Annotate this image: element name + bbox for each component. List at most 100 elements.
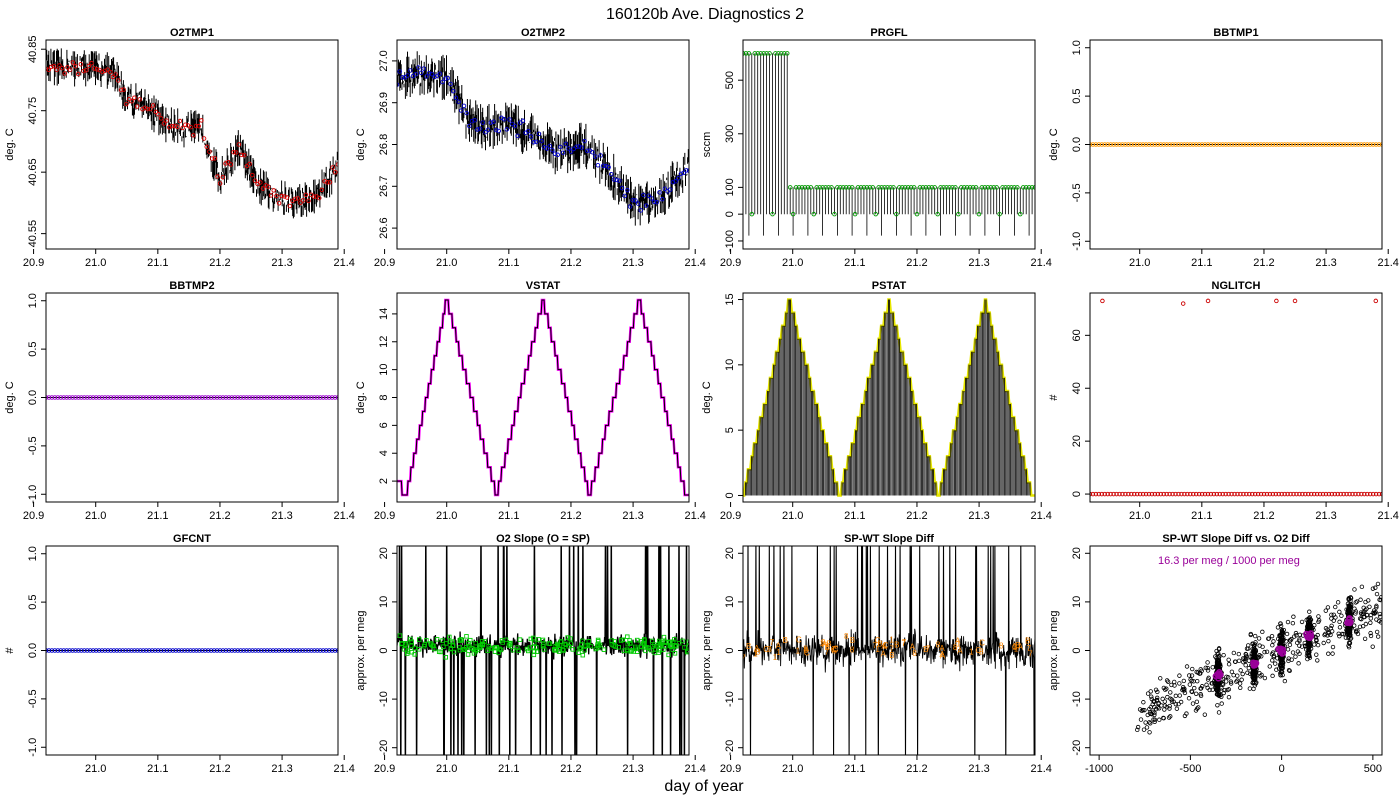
data-point [1374, 603, 1379, 609]
data-point [1229, 491, 1234, 497]
data-point [520, 118, 526, 124]
data-point [1156, 706, 1162, 711]
data-point [1090, 491, 1096, 497]
data-point [291, 648, 297, 653]
data-point [424, 638, 429, 643]
data-point [900, 185, 905, 190]
data-point [93, 648, 99, 653]
data-point [256, 395, 261, 400]
data-point [431, 646, 437, 652]
x-tick-label: 21.0 [436, 763, 457, 775]
data-point [1252, 654, 1258, 660]
data-point [54, 67, 59, 73]
data-point [1217, 142, 1223, 147]
data-point [1255, 142, 1261, 147]
data-point-glitch [1100, 298, 1105, 304]
data-point [568, 149, 574, 154]
data-point [846, 185, 852, 190]
data-point [1330, 644, 1336, 650]
data-point [132, 648, 137, 653]
y-tick-label: 20 [724, 547, 736, 559]
y-tick-label: 0.0 [1071, 137, 1083, 152]
data-point [609, 171, 614, 177]
data-point [447, 634, 452, 640]
data-point [253, 395, 258, 400]
data-point [885, 185, 890, 190]
data-point [284, 195, 290, 200]
data-point [1317, 491, 1323, 497]
data-point [1199, 491, 1205, 497]
data-letter: 1 [956, 639, 961, 648]
data-point [135, 648, 140, 653]
data-point [1108, 491, 1113, 497]
data-point [1294, 491, 1299, 497]
x-tick-label: 21.2 [209, 763, 230, 775]
data-point [319, 187, 325, 193]
data-point [613, 644, 618, 649]
x-tick-label: 21.1 [1191, 510, 1212, 522]
data-point [134, 104, 140, 109]
data-point [120, 648, 125, 653]
data-point [1029, 185, 1035, 190]
data-point [1131, 491, 1137, 497]
fit-point [1306, 634, 1314, 642]
data-point [1102, 491, 1107, 497]
data-point [207, 149, 212, 154]
data-point [451, 88, 456, 94]
data-point [96, 648, 102, 653]
data-point [465, 652, 471, 657]
data-point [1315, 642, 1321, 648]
data-point [667, 187, 673, 192]
data-point [1099, 491, 1105, 497]
data-point [292, 196, 298, 202]
data-point [194, 648, 199, 653]
data-point [1373, 491, 1379, 497]
y-tick-label: 1.0 [1071, 40, 1083, 55]
data-point [566, 146, 571, 151]
data-point [285, 395, 291, 400]
data-point [164, 395, 170, 400]
data-letter: B [755, 648, 760, 657]
data-point [260, 186, 266, 191]
data-point [1173, 701, 1179, 707]
data-point [312, 648, 317, 653]
data-point [1326, 142, 1332, 147]
data-point [574, 144, 579, 150]
data-point [1146, 491, 1152, 497]
data-point [835, 185, 840, 190]
data-point [1015, 185, 1020, 190]
data-point [1286, 667, 1292, 673]
data-point [217, 648, 223, 653]
data-point [843, 185, 849, 190]
data-point [1180, 687, 1185, 693]
y-tick-label: 60 [1071, 329, 1083, 341]
data-point [1180, 684, 1186, 690]
data-point [994, 185, 999, 190]
data-point [203, 395, 208, 400]
data-point [233, 150, 239, 155]
y-axis-label: # [4, 647, 16, 654]
data-point [409, 639, 414, 644]
data-point [1202, 142, 1208, 147]
data-point [1280, 631, 1285, 637]
data-point [625, 634, 630, 639]
data-point [1347, 491, 1352, 497]
data-point [1137, 491, 1143, 497]
data-point [443, 641, 449, 646]
data-point-glitch [1205, 298, 1211, 304]
data-point [956, 211, 961, 217]
data-point [1374, 629, 1380, 635]
data-point [583, 643, 588, 648]
data-point [114, 648, 120, 653]
data-point [528, 134, 534, 139]
y-axis-label: deg. C [4, 128, 16, 160]
data-point [829, 185, 834, 190]
data-point [64, 648, 69, 653]
data-point [944, 185, 949, 190]
data-point [105, 395, 111, 400]
data-point [864, 185, 870, 190]
data-point [330, 165, 335, 170]
panel-o2tmp1: O2TMP1 deg. C 20.9 21.0 21.1 21.2 21.3 21.4 40.5… [4, 27, 355, 269]
data-point [501, 117, 507, 122]
data-point [1244, 142, 1249, 147]
